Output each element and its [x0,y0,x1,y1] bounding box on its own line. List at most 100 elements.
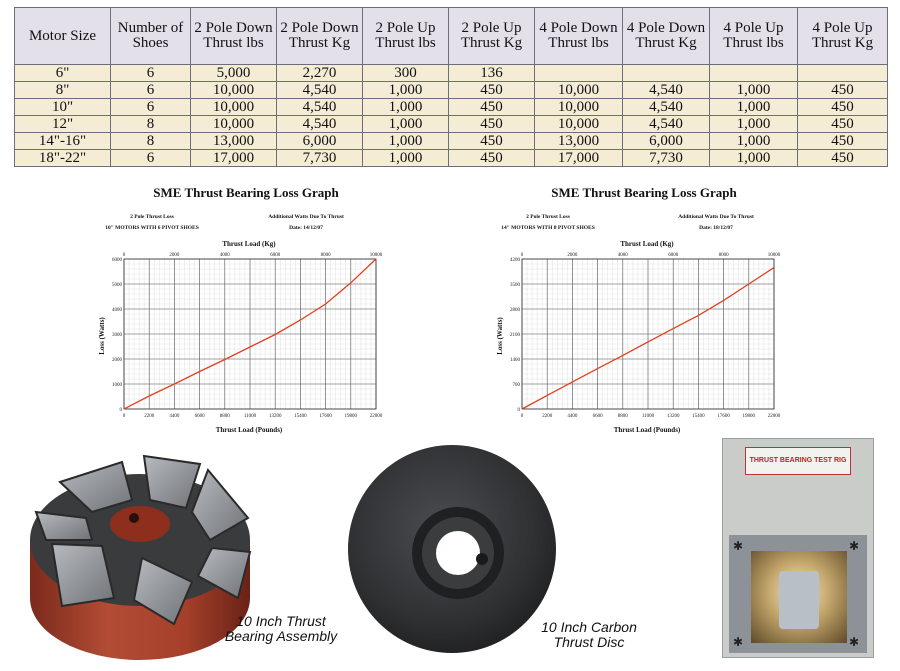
table-row: 18"-22" 6 17,000 7,730 1,000 450 17,000 7,730 1,… [14,149,888,167]
table-cell: 2,270 [276,64,363,82]
y-tick-label: 2100 [510,333,521,338]
knob-icon: ✱ [733,539,744,553]
table-header-cell: 2 Pole Up Thrust Kg [448,7,535,65]
y-tick-label: 6000 [112,258,123,263]
table-cell: 1,000 [709,132,798,150]
y-axis-label: Loss (Watts) [496,317,504,355]
graph-subtitle-right-2: Date: 14/12/07 [289,225,323,231]
table-cell: 6 [110,81,191,99]
y-tick-label: 4200 [510,258,521,263]
table-cell: 10,000 [534,115,623,133]
table-cell [797,64,888,82]
graph-subtitle-right-2: Date: 18/12/07 [699,225,733,231]
y-tick-label: 2000 [112,358,123,363]
x-tick-label: 0 [123,414,126,419]
top-axis-label: Thrust Load (Kg) [222,240,276,248]
table-cell: 450 [797,149,888,167]
table-row: 6" 6 5,000 2,270 300 136 [14,64,888,82]
loss-graph-14-inch: SME Thrust Bearing Loss Graph 2 Pole Thr… [496,183,798,438]
table-cell: 6" [14,64,111,82]
bearing-assembly-caption: 10 Inch Thrust Bearing Assembly [224,613,338,644]
table-header-cell: 2 Pole Down Thrust lbs [190,7,277,65]
plot-area: 0 2200 4400 6600 8800 11000 13200 15400 17600 198… [112,253,383,419]
table-cell: 10,000 [534,81,623,99]
table-cell: 7,730 [622,149,710,167]
graph-subtitle-left-2: 14" MOTORS WITH 8 PIVOT SHOES [501,225,595,231]
table-cell: 17,000 [190,149,277,167]
x-tick-label: 4400 [567,414,578,419]
table-cell: 4,540 [276,98,363,116]
table-cell: 4,540 [622,98,710,116]
table-header-cell: 4 Pole Down Thrust Kg [622,7,710,65]
bearing-assembly-photo [22,448,258,666]
table-cell: 450 [448,81,535,99]
table-cell: 4,540 [622,81,710,99]
y-axis-label: Loss (Watts) [98,317,106,355]
graph-title: SME Thrust Bearing Loss Graph [153,185,339,200]
table-header-cell: 4 Pole Up Thrust Kg [797,7,888,65]
table-cell: 1,000 [362,98,449,116]
loss-graph-10-inch: SME Thrust Bearing Loss Graph 2 Pole Thr… [98,183,400,438]
table-cell: 1,000 [709,115,798,133]
table-cell: 450 [797,98,888,116]
thrust-spec-table: Motor Size Number of Shoes 2 Pole Down Thr… [14,7,888,167]
table-cell: 7,730 [276,149,363,167]
table-cell: 450 [448,98,535,116]
y-tick-label: 4000 [112,308,123,313]
x2-tick-label: 8000 [321,253,332,258]
loss-curve [123,258,377,410]
table-cell: 450 [448,132,535,150]
table-cell: 6 [110,64,191,82]
y-tick-label: 700 [513,383,521,388]
table-cell: 13,000 [534,132,623,150]
table-cell: 17,000 [534,149,623,167]
graph-subtitle-right-1: Additional Watts Due To Thrust [678,214,754,220]
table-cell: 4,540 [276,81,363,99]
x-tick-label: 2200 [144,414,155,419]
table-cell: 1,000 [709,98,798,116]
x-tick-label: 4400 [169,414,180,419]
table-cell: 6 [110,98,191,116]
table-cell: 136 [448,64,535,82]
table-header-cell: 4 Pole Up Thrust lbs [709,7,798,65]
bottom-axis-label: Thrust Load (Pounds) [614,426,681,434]
loss-curve [521,267,775,410]
table-cell: 450 [448,115,535,133]
table-header-cell: Motor Size [14,7,111,65]
knob-icon: ✱ [733,635,744,649]
y-tick-label: 0 [518,408,521,413]
table-header-cell: 4 Pole Down Thrust lbs [534,7,623,65]
x-tick-label: 6600 [195,414,206,419]
table-cell: 10,000 [190,98,277,116]
x2-tick-label: 10000 [370,253,383,258]
table-cell: 10" [14,98,111,116]
table-cell: 450 [797,81,888,99]
table-cell: 300 [362,64,449,82]
table-cell [709,64,798,82]
table-cell [622,64,710,82]
bearing-pads [34,454,252,626]
table-cell: 10,000 [190,115,277,133]
table-cell: 5,000 [190,64,277,82]
table-cell: 8 [110,132,191,150]
table-cell: 1,000 [709,81,798,99]
table-cell: 1,000 [362,149,449,167]
knob-icon: ✱ [849,539,860,553]
table-header-row: Motor Size Number of Shoes 2 Pole Down Thr… [14,7,888,65]
table-cell: 4,540 [276,115,363,133]
x-tick-label: 8800 [618,414,629,419]
test-rig-spindle [779,571,819,629]
x-tick-label: 15400 [692,414,705,419]
table-header-cell: 2 Pole Up Thrust lbs [362,7,449,65]
x-tick-label: 15400 [294,414,307,419]
x2-tick-label: 10000 [768,253,781,258]
y-tick-label: 3500 [510,283,521,288]
x-tick-label: 6600 [593,414,604,419]
graph-subtitle-right-1: Additional Watts Due To Thrust [268,214,344,220]
table-row: 10" 6 10,000 4,540 1,000 450 10,000 4,540 1,000 4… [14,98,888,116]
carbon-disc-caption: 10 Inch Carbon Thrust Disc [541,619,637,650]
top-axis-label: Thrust Load (Kg) [620,240,674,248]
plot-border [521,258,775,410]
table-cell: 1,000 [362,81,449,99]
y-tick-label: 2800 [510,308,521,313]
